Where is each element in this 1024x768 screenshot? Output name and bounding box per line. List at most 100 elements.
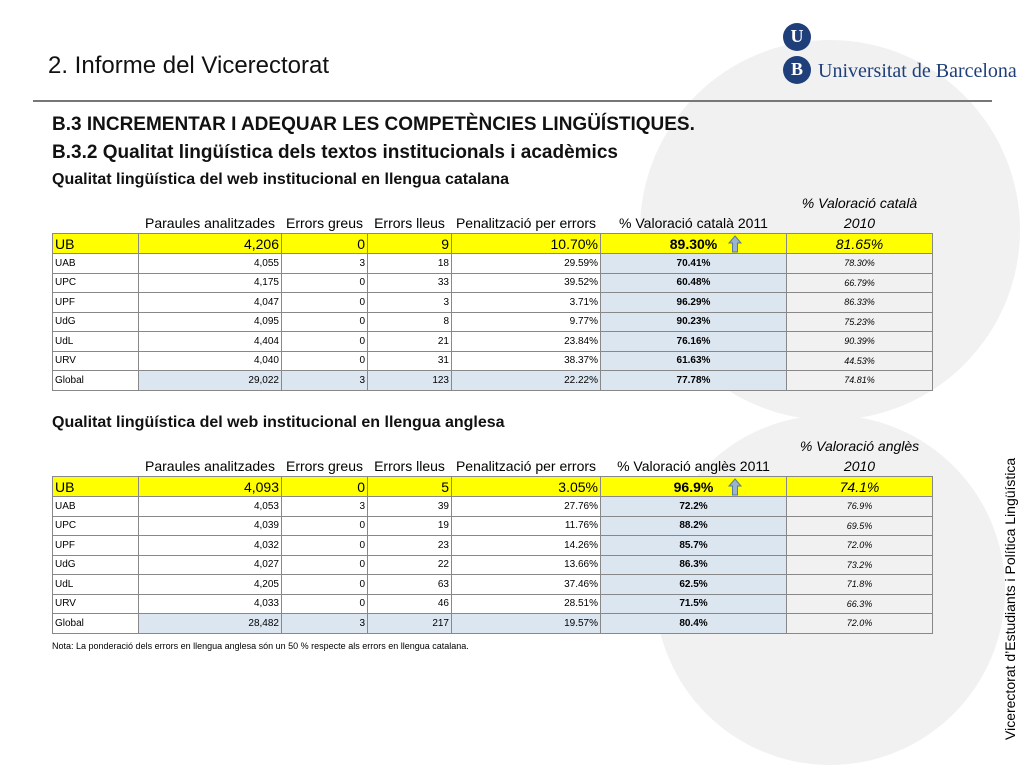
column-header: Errors lleus xyxy=(374,458,445,474)
column-header xyxy=(53,193,139,234)
cell: 19 xyxy=(367,515,452,536)
cell: 4,053 xyxy=(138,496,282,517)
cell: UPC xyxy=(52,515,139,536)
table: Paraules analitzades Errors greus Errors l… xyxy=(52,436,933,634)
cell: URV xyxy=(52,350,139,371)
column-header: Penalització per errors xyxy=(455,215,597,231)
cell: UdG xyxy=(52,311,139,332)
cell: 3 xyxy=(367,292,452,313)
row: UdL 4,205 0 63 37.46% 62.5% 71.8% xyxy=(52,574,933,595)
cell: 11.76% xyxy=(451,515,601,536)
cell: 3 xyxy=(281,370,368,391)
cell: 18 xyxy=(367,253,452,274)
row: URV 4,033 0 46 28.51% 71.5% 66.3% xyxy=(52,593,933,614)
cell: 0 xyxy=(281,331,368,352)
cell: 29.59% xyxy=(451,253,601,274)
logo-letter: U xyxy=(790,26,804,46)
cell: 0 xyxy=(281,311,368,332)
cell: 0 xyxy=(281,350,368,371)
cell: 217 xyxy=(367,613,452,634)
cell: 39.52% xyxy=(451,272,601,293)
cell: 66.79% xyxy=(786,272,933,293)
cell: 96.29% xyxy=(600,292,787,313)
logo-text: Universitat de Barcelona xyxy=(818,60,1017,82)
cell: 5 xyxy=(367,476,452,497)
cell: 74.1% xyxy=(786,476,933,497)
cell: 4,206 xyxy=(138,233,282,254)
cell: 4,175 xyxy=(138,272,282,293)
cell: 66.3% xyxy=(786,593,933,614)
cell: 4,093 xyxy=(138,476,282,497)
cell: UPF xyxy=(52,535,139,556)
heading: B.3 INCREMENTAR I ADEQUAR LES COMPETÈNCI… xyxy=(52,114,695,135)
row: UAB 4,055 3 18 29.59% 70.41% 78.30% xyxy=(52,253,933,274)
cell: 0 xyxy=(281,272,368,293)
cell: 23.84% xyxy=(451,331,601,352)
cell: 86.33% xyxy=(786,292,933,313)
cell: 4,404 xyxy=(138,331,282,352)
column-header: Errors greus xyxy=(285,215,364,231)
cell: 22.22% xyxy=(451,370,601,391)
cell: 4,032 xyxy=(138,535,282,556)
cell: UdG xyxy=(52,554,139,575)
row: UPC 4,039 0 19 11.76% 88.2% 69.5% xyxy=(52,515,933,536)
cell: UdL xyxy=(52,574,139,595)
column-header: % Valoració català 2010 xyxy=(801,195,918,231)
cell: 77.78% xyxy=(600,370,787,391)
up-arrow xyxy=(728,235,742,253)
column-header: Errors greus xyxy=(285,458,364,474)
cell: 9.77% xyxy=(451,311,601,332)
column-header: Penalització per errors xyxy=(455,458,597,474)
cell: 0 xyxy=(281,233,368,254)
cell: 96.9% xyxy=(600,476,787,497)
cell: URV xyxy=(52,593,139,614)
cell: 28,482 xyxy=(138,613,282,634)
cell: 4,095 xyxy=(138,311,282,332)
cell: 39 xyxy=(367,496,452,517)
cell: 46 xyxy=(367,593,452,614)
cell: 123 xyxy=(367,370,452,391)
cell: 76.9% xyxy=(786,496,933,517)
cell: 86.3% xyxy=(600,554,787,575)
cell: 28.51% xyxy=(451,593,601,614)
cell: 0 xyxy=(281,593,368,614)
cell: 72.2% xyxy=(600,496,787,517)
cell: 80.4% xyxy=(600,613,787,634)
cell: 75.23% xyxy=(786,311,933,332)
note: Nota: La ponderació dels errors en lleng… xyxy=(52,641,469,651)
cell: 22 xyxy=(367,554,452,575)
cell: 21 xyxy=(367,331,452,352)
header-row: Paraules analitzades Errors greus Errors l… xyxy=(53,436,933,477)
cell: 0 xyxy=(281,476,368,497)
column-header: % Valoració anglès 2011 xyxy=(617,458,770,474)
row: URV 4,040 0 31 38.37% 61.63% 44.53% xyxy=(52,350,933,371)
logo-letter: B xyxy=(790,59,803,79)
cell: 85.7% xyxy=(600,535,787,556)
cell: 4,039 xyxy=(138,515,282,536)
cell: 0 xyxy=(281,292,368,313)
cell: 0 xyxy=(281,515,368,536)
cell: 44.53% xyxy=(786,350,933,371)
cell: 9 xyxy=(367,233,452,254)
cell: Global xyxy=(52,613,139,634)
row: UB 4,093 0 5 3.05% 96.9% 74.1% xyxy=(52,476,933,497)
cell: 63 xyxy=(367,574,452,595)
row: Global 28,482 3 217 19.57% 80.4% 72.0% xyxy=(52,613,933,634)
cell: UPF xyxy=(52,292,139,313)
column-header: Paraules analitzades xyxy=(145,458,275,474)
cell: 31 xyxy=(367,350,452,371)
cell: 3 xyxy=(281,253,368,274)
cell: 3.05% xyxy=(451,476,601,497)
cell: 74.81% xyxy=(786,370,933,391)
cell: 76.16% xyxy=(600,331,787,352)
heading: B.3.2 Qualitat lingüística dels textos i… xyxy=(52,142,618,163)
cell: 4,033 xyxy=(138,593,282,614)
cell: 88.2% xyxy=(600,515,787,536)
header-row: Paraules analitzades Errors greus Errors l… xyxy=(53,193,933,234)
side-text: Vicerectorat d’Estudiants i Política Lin… xyxy=(1002,457,1018,740)
cell: 90.39% xyxy=(786,331,933,352)
cell: 72.0% xyxy=(786,613,933,634)
cell: 71.5% xyxy=(600,593,787,614)
row: UdG 4,027 0 22 13.66% 86.3% 73.2% xyxy=(52,554,933,575)
cell: 89.30% xyxy=(600,233,787,254)
